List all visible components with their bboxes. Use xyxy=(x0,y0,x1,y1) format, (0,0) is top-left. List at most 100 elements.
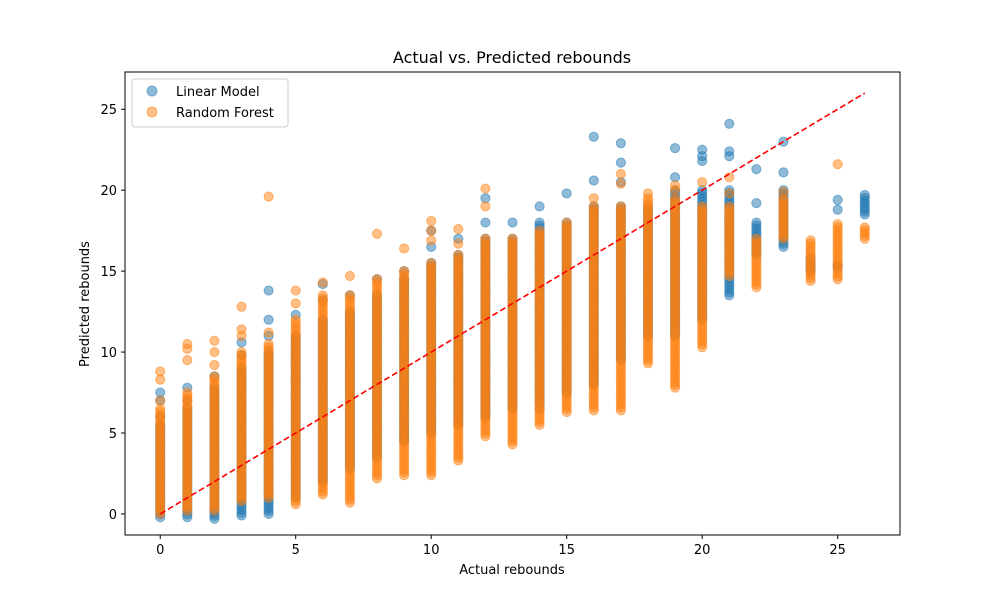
data-point xyxy=(480,217,491,228)
data-point xyxy=(426,235,437,246)
data-point xyxy=(426,257,437,269)
data-point xyxy=(290,314,301,325)
data-point xyxy=(371,274,383,285)
x-tick-label: 10 xyxy=(423,543,440,558)
legend-label-random-forest: Random Forest xyxy=(176,106,274,121)
data-point xyxy=(317,290,328,301)
reference-line xyxy=(159,92,866,515)
data-point xyxy=(236,346,247,358)
x-tick-label: 5 xyxy=(292,543,300,558)
data-point xyxy=(588,131,599,142)
data-point xyxy=(724,201,735,212)
data-point xyxy=(751,198,762,209)
data-point xyxy=(507,233,518,244)
data-point xyxy=(778,136,789,147)
x-tick-label: 20 xyxy=(694,543,711,558)
data-point xyxy=(290,298,301,309)
y-tick-label: 10 xyxy=(100,346,117,361)
data-point xyxy=(182,355,193,366)
data-point xyxy=(805,235,816,246)
data-point xyxy=(209,371,220,382)
data-point xyxy=(588,193,599,204)
data-point xyxy=(453,249,464,261)
y-tick-label: 20 xyxy=(100,184,117,199)
data-point xyxy=(561,217,572,228)
data-point xyxy=(615,168,626,180)
series-random-forest xyxy=(155,159,870,520)
legend-marker-random-forest xyxy=(146,106,158,118)
data-point xyxy=(615,138,626,149)
data-point xyxy=(778,167,789,178)
data-point xyxy=(399,266,410,277)
data-point xyxy=(453,223,464,235)
data-point xyxy=(344,270,356,282)
data-point xyxy=(236,324,247,335)
legend-marker-linear-model xyxy=(146,85,158,97)
y-axis-label: Predicted rebounds xyxy=(78,241,93,367)
data-point xyxy=(209,359,220,371)
data-point xyxy=(480,201,491,212)
x-tick-label: 25 xyxy=(829,543,846,558)
legend-box xyxy=(131,78,289,128)
data-point xyxy=(832,159,843,170)
data-point xyxy=(453,238,464,249)
data-point xyxy=(669,180,681,191)
data-point xyxy=(724,146,735,157)
x-axis: 0 5 10 15 20 25 xyxy=(156,535,846,558)
data-point xyxy=(534,201,545,212)
data-point xyxy=(859,222,870,233)
data-point xyxy=(480,233,491,244)
data-point xyxy=(209,346,220,358)
data-point xyxy=(426,215,437,227)
data-point xyxy=(263,285,274,296)
data-point xyxy=(480,183,491,194)
data-point xyxy=(724,118,735,129)
data-point xyxy=(832,219,843,230)
data-point xyxy=(751,217,762,228)
data-point xyxy=(751,164,762,175)
data-point xyxy=(426,225,437,236)
data-point xyxy=(155,395,166,406)
data-point xyxy=(155,366,166,377)
data-point xyxy=(317,277,328,288)
data-point xyxy=(697,144,708,155)
data-point xyxy=(263,191,274,202)
data-point xyxy=(697,201,708,212)
y-tick-label: 25 xyxy=(100,103,117,118)
data-point xyxy=(724,188,735,199)
y-axis: 0 5 10 15 20 25 xyxy=(100,103,125,523)
data-point xyxy=(588,175,599,186)
data-point xyxy=(290,285,301,296)
chart-title: Actual vs. Predicted rebounds xyxy=(393,48,631,67)
data-point xyxy=(697,176,708,188)
y-tick-label: 0 xyxy=(109,508,117,523)
y-tick-label: 15 xyxy=(100,265,117,280)
points-layer xyxy=(155,118,870,524)
data-point xyxy=(371,228,383,239)
data-point xyxy=(642,188,654,199)
data-point xyxy=(182,387,193,398)
data-point xyxy=(263,314,274,325)
data-point xyxy=(751,233,762,244)
x-axis-label: Actual rebounds xyxy=(459,563,565,578)
x-tick-label: 0 xyxy=(156,543,164,558)
data-point xyxy=(209,335,220,346)
data-point xyxy=(263,338,274,350)
data-point xyxy=(561,188,572,199)
data-point xyxy=(615,157,626,168)
plot-area-frame xyxy=(124,71,901,536)
data-point xyxy=(832,204,843,215)
reference-line-layer xyxy=(159,92,866,515)
legend-label-linear-model: Linear Model xyxy=(176,85,260,100)
data-point xyxy=(263,327,274,338)
y-tick-label: 5 xyxy=(109,427,117,442)
data-point xyxy=(534,225,545,236)
x-tick-label: 15 xyxy=(558,543,575,558)
legend: Linear Model Random Forest xyxy=(131,78,289,128)
data-point xyxy=(182,338,193,350)
data-point xyxy=(615,201,626,212)
data-point xyxy=(615,178,626,189)
data-point xyxy=(669,142,681,154)
